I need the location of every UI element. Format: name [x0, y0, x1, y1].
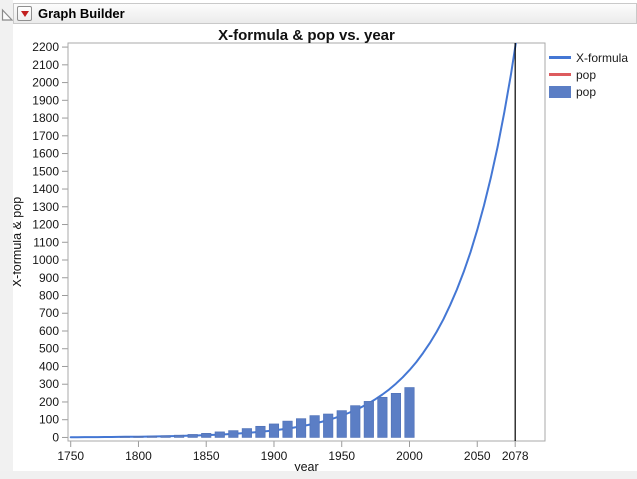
- bar[interactable]: [241, 428, 252, 438]
- red-triangle-icon: [20, 10, 29, 17]
- y-tick-label: 700: [39, 306, 59, 320]
- outline-gutter: [0, 0, 14, 479]
- y-tick-label: 0: [52, 430, 59, 444]
- bar[interactable]: [350, 405, 361, 438]
- y-tick-label: 600: [39, 324, 59, 338]
- x-formula-curve[interactable]: [69, 29, 518, 439]
- y-tick-label: 400: [39, 359, 59, 373]
- y-tick-label: 1300: [32, 200, 59, 214]
- legend-item-x-formula[interactable]: X-formula: [549, 49, 628, 66]
- y-axis[interactable]: 0 100 200 300 400 500 600 700 800 900 1000 1100 1200…: [32, 40, 68, 444]
- legend-item-pop[interactable]: pop: [549, 83, 628, 100]
- y-tick-label: 900: [39, 271, 59, 285]
- legend-label: pop: [576, 67, 597, 82]
- bar[interactable]: [363, 401, 374, 438]
- chart-title: X-formula & pop vs. year: [218, 27, 395, 44]
- y-tick-label: 1200: [32, 218, 59, 232]
- y-tick-label: 1800: [32, 111, 59, 125]
- bar[interactable]: [282, 420, 293, 438]
- y-tick-label: 1000: [32, 253, 59, 267]
- legend-label: pop: [576, 84, 597, 99]
- bar[interactable]: [323, 413, 334, 438]
- legend-item-pop[interactable]: pop: [549, 66, 628, 83]
- report-title: Graph Builder: [38, 6, 125, 21]
- x-tick-label: 1800: [125, 449, 152, 463]
- x-tick-label: 1850: [193, 449, 220, 463]
- bar[interactable]: [404, 387, 415, 438]
- y-tick-label: 1100: [33, 235, 59, 249]
- bar[interactable]: [228, 430, 239, 438]
- legend-label: X-formula: [576, 50, 629, 65]
- y-tick-label: 200: [39, 395, 59, 409]
- bar[interactable]: [133, 436, 144, 438]
- legend-line-swatch: [549, 73, 571, 76]
- x-tick-label: 1900: [261, 449, 288, 463]
- legend-line-swatch: [549, 56, 571, 59]
- bar[interactable]: [390, 393, 401, 438]
- plot-frame: [67, 42, 546, 442]
- disclosure-triangle-icon[interactable]: [1, 7, 14, 23]
- bar[interactable]: [255, 425, 266, 438]
- x-tick-label: 2000: [396, 449, 423, 463]
- y-tick-label: 2000: [32, 76, 59, 90]
- y-tick-label: 1600: [32, 147, 59, 161]
- bar[interactable]: [174, 434, 185, 438]
- y-tick-label: 1500: [32, 164, 59, 178]
- y-tick-label: 1400: [32, 182, 59, 196]
- x-axis-label[interactable]: year: [294, 460, 319, 474]
- bar[interactable]: [377, 396, 388, 438]
- x-tick-label: 1950: [328, 449, 355, 463]
- x-tick-label: 1750: [57, 449, 84, 463]
- x-tick-label: 2078: [502, 449, 529, 463]
- bar[interactable]: [336, 410, 347, 438]
- y-tick-label: 300: [39, 377, 59, 391]
- y-tick-label: 100: [39, 413, 59, 427]
- y-tick-label: 800: [39, 288, 59, 302]
- bar[interactable]: [146, 435, 158, 438]
- bar[interactable]: [187, 434, 198, 438]
- y-tick-label: 1900: [32, 93, 59, 107]
- bar[interactable]: [296, 418, 307, 438]
- y-tick-label: 2100: [32, 58, 59, 72]
- y-tick-label: 2200: [32, 40, 59, 54]
- bar[interactable]: [201, 433, 212, 438]
- bar[interactable]: [119, 436, 130, 438]
- y-tick-label: 500: [39, 342, 59, 356]
- x-tick-label: 2050: [464, 449, 491, 463]
- legend: X-formula pop pop: [549, 49, 628, 100]
- y-tick-label: 1700: [32, 129, 59, 143]
- bar[interactable]: [268, 423, 280, 438]
- red-triangle-menu-button[interactable]: [17, 6, 32, 21]
- bar[interactable]: [160, 435, 171, 438]
- pop-bars: [119, 387, 415, 438]
- x-axis[interactable]: 1750 1800 1850 1900 1950 2000 2050 2078: [57, 441, 529, 463]
- legend-bar-swatch: [549, 85, 571, 98]
- bar[interactable]: [214, 431, 225, 438]
- report-header: Graph Builder: [13, 3, 637, 24]
- bottom-margin: [0, 471, 637, 479]
- bar[interactable]: [309, 415, 320, 438]
